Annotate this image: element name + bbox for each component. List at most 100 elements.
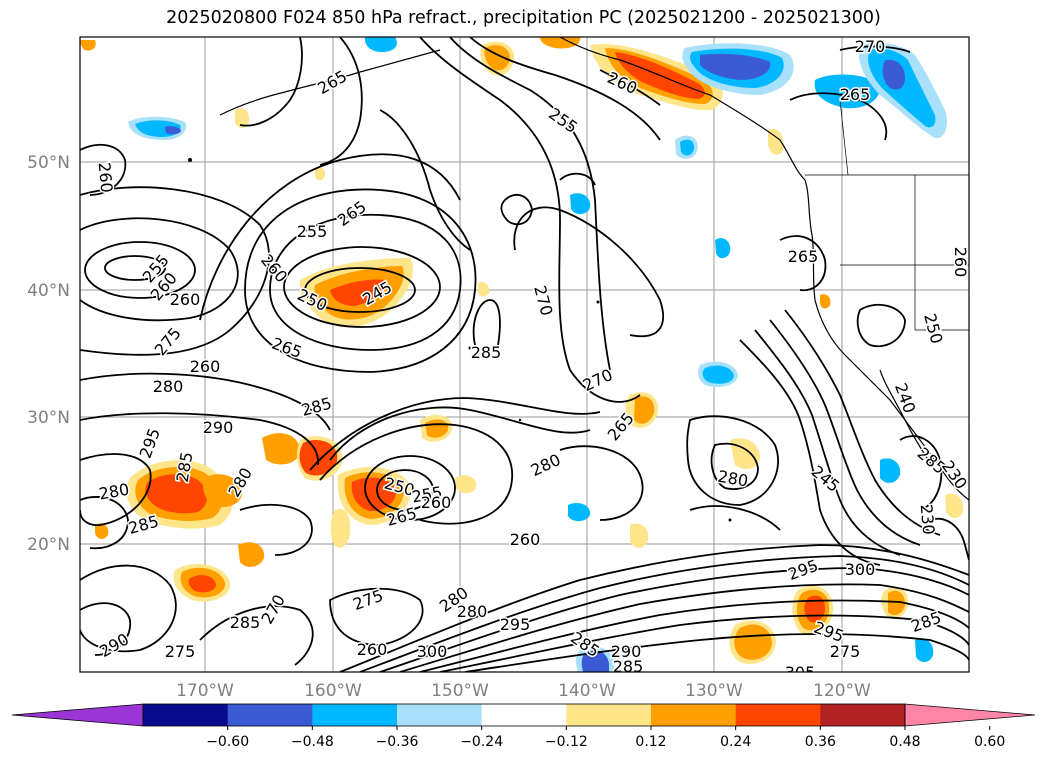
contour-line xyxy=(379,567,969,672)
contour-line xyxy=(329,587,424,646)
precip-patch xyxy=(235,108,250,128)
contour-line xyxy=(559,172,596,186)
colorbar-tick-label: 0.24 xyxy=(720,734,751,750)
contour-label: 280 xyxy=(153,377,184,396)
borders xyxy=(805,99,969,331)
contour-line xyxy=(80,412,319,466)
contour-line xyxy=(559,445,644,521)
border-alaska xyxy=(839,99,849,176)
precip-patch xyxy=(680,139,695,156)
precip-patch xyxy=(188,575,216,593)
precip-patch xyxy=(330,279,386,306)
colorbar-tick-label: −0.12 xyxy=(545,734,588,750)
contour-line xyxy=(80,496,129,550)
precip-patch xyxy=(80,40,96,51)
contour-line xyxy=(239,503,313,556)
lat-label: 40°N xyxy=(27,281,70,301)
contour-label: 275 xyxy=(830,642,861,661)
figure-title: 2025020800 F024 850 hPa refract., precip… xyxy=(166,8,881,28)
lat-label: 50°N xyxy=(27,153,70,173)
contour-line xyxy=(80,143,127,196)
lon-label: 150°W xyxy=(431,681,489,701)
precip-patch xyxy=(630,523,649,548)
contour-line xyxy=(839,45,911,53)
lon-label: 120°W xyxy=(813,681,871,701)
colorbar-bin xyxy=(735,704,821,726)
contour-line xyxy=(469,37,661,141)
contour-line xyxy=(784,309,941,536)
contour-line xyxy=(80,453,152,526)
contour-label: 260 xyxy=(951,247,970,278)
contour-line xyxy=(739,339,881,566)
lon-label: 160°W xyxy=(304,681,362,701)
precip-patch xyxy=(888,590,906,616)
contour-line xyxy=(329,406,591,461)
colorbar-bin xyxy=(143,704,229,726)
contour-line xyxy=(319,37,363,166)
precip-shading xyxy=(80,37,964,672)
precip-patch xyxy=(203,474,243,508)
contour-line xyxy=(856,303,906,348)
colorbar-tick-label: −0.36 xyxy=(376,734,419,750)
precip-patch xyxy=(814,74,881,109)
contour-label: 285 xyxy=(471,343,502,362)
contour-line xyxy=(84,241,196,299)
border-state xyxy=(914,175,969,331)
precip-patch xyxy=(455,475,477,494)
contour-line xyxy=(464,633,969,672)
lon-label: 130°W xyxy=(685,681,743,701)
contour-line xyxy=(319,423,514,525)
colorbar-bin xyxy=(227,704,313,726)
contour-label: 260 xyxy=(357,640,388,659)
precip-patch xyxy=(702,365,734,384)
contour-label: 260 xyxy=(95,161,117,193)
contour-label: 265 xyxy=(840,85,871,104)
colorbar-bin xyxy=(312,704,398,726)
contour-line xyxy=(104,255,166,281)
lat-label: 30°N xyxy=(27,408,70,428)
contour-label: 305 xyxy=(785,663,816,682)
colorbar-tick-label: −0.60 xyxy=(206,734,249,750)
coastline-baja xyxy=(879,369,936,471)
contour-line xyxy=(364,455,456,521)
contour-label: 295 xyxy=(500,615,531,634)
map-frame-bg xyxy=(80,37,969,672)
precip-patch xyxy=(882,59,905,90)
colorbar-bin xyxy=(566,704,652,726)
colorbar-tick-label: −0.48 xyxy=(291,734,334,750)
precip-patch xyxy=(351,477,397,512)
coastline-north-america xyxy=(559,37,969,501)
colorbar-tick-label: 0.36 xyxy=(805,734,836,750)
precip-patch xyxy=(581,650,609,672)
precip-patch xyxy=(734,624,772,660)
contour-label: 290 xyxy=(203,418,234,437)
precip-patch xyxy=(145,474,207,514)
precip-patch xyxy=(238,542,265,567)
contour-line xyxy=(379,109,471,251)
precip-patch xyxy=(768,128,784,155)
contour-line xyxy=(239,37,303,127)
contour-line xyxy=(789,92,888,141)
contour-line xyxy=(472,299,501,346)
contour-line xyxy=(199,153,461,321)
precip-patch xyxy=(364,37,397,52)
colorbar-outline xyxy=(142,703,906,727)
colorbar-bin xyxy=(651,704,737,726)
contour-label: 265 xyxy=(788,247,819,266)
contour-line xyxy=(199,605,314,666)
contour-line xyxy=(283,246,441,328)
contour-label: 260 xyxy=(510,530,541,549)
colorbar-extend-high xyxy=(904,703,1036,727)
contour-line xyxy=(304,267,416,313)
contour-line xyxy=(754,329,901,556)
precip-patch xyxy=(945,493,964,518)
contour-label: 285 xyxy=(230,613,261,632)
contour-line xyxy=(686,415,779,506)
contour-line xyxy=(689,505,781,531)
contour-line xyxy=(899,435,943,511)
contour-line xyxy=(309,397,601,471)
contour-label: 290 xyxy=(611,642,642,661)
island xyxy=(468,346,472,350)
